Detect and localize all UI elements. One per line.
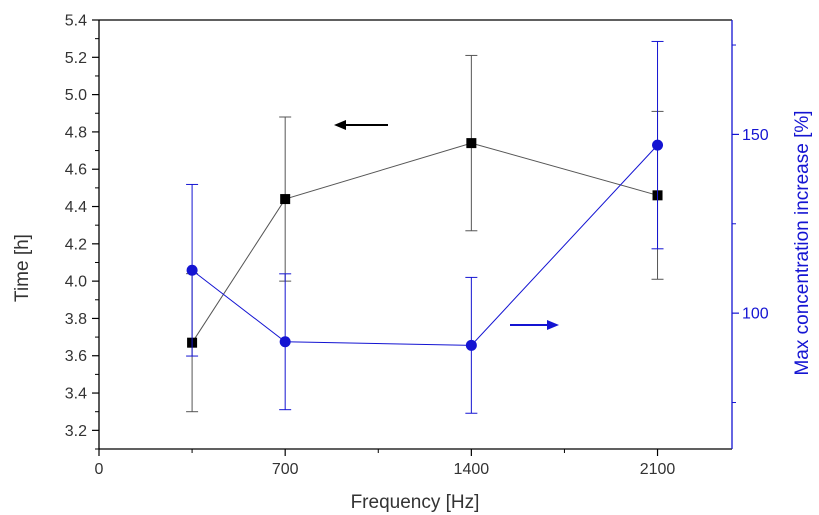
series-group — [186, 40, 664, 414]
concentration-data-point — [279, 336, 291, 348]
left-y-tick-label: 5.2 — [65, 50, 87, 67]
left-y-tick-label: 5.4 — [65, 13, 87, 30]
right-axis-arrow-head — [547, 320, 559, 330]
x-tick-label: 1400 — [454, 461, 490, 478]
left-y-axis-label: Time [h] — [12, 234, 33, 302]
left-y-tick-label: 4.8 — [65, 124, 87, 141]
x-tick-label: 0 — [95, 461, 104, 478]
left-y-tick-label: 4.0 — [65, 274, 87, 291]
right-y-axis-label: Max concentration increase [%] — [792, 110, 813, 375]
plot-frame — [98, 19, 733, 450]
right-y-tick-label: 100 — [742, 306, 769, 323]
left-y-tick-label: 3.2 — [65, 423, 87, 440]
concentration-data-point — [652, 139, 664, 151]
time-series-line — [191, 142, 658, 343]
time-data-point — [466, 138, 477, 149]
right-y-axis-ticks: 100 150 — [732, 44, 769, 404]
left-y-tick-label: 4.4 — [65, 199, 87, 216]
annotations — [334, 120, 559, 330]
left-y-tick-label: 5.0 — [65, 87, 87, 104]
left-y-tick-label: 4.2 — [65, 236, 87, 253]
concentration-data-point — [186, 264, 198, 276]
left-y-tick-label: 3.4 — [65, 386, 87, 403]
concentration-series-line — [191, 144, 658, 346]
left-y-tick-label: 3.8 — [65, 311, 87, 328]
time-data-point — [280, 194, 291, 205]
x-tick-label: 700 — [272, 461, 299, 478]
left-axis-arrow-head — [334, 120, 346, 130]
x-axis-ticks: 0 700 1400 2100 — [95, 449, 676, 478]
x-tick-label: 2100 — [640, 461, 676, 478]
x-axis-label: Frequency [Hz] — [351, 492, 480, 513]
right-y-tick-label: 150 — [742, 127, 769, 144]
left-y-tick-label: 3.6 — [65, 348, 87, 365]
left-y-axis-ticks: 3.2 3.4 3.6 3.8 4.0 4.2 4.4 4.6 4.8 5.0 5.2 5.4 — [65, 13, 99, 450]
left-y-tick-label: 4.6 — [65, 162, 87, 179]
concentration-data-point — [465, 339, 477, 351]
